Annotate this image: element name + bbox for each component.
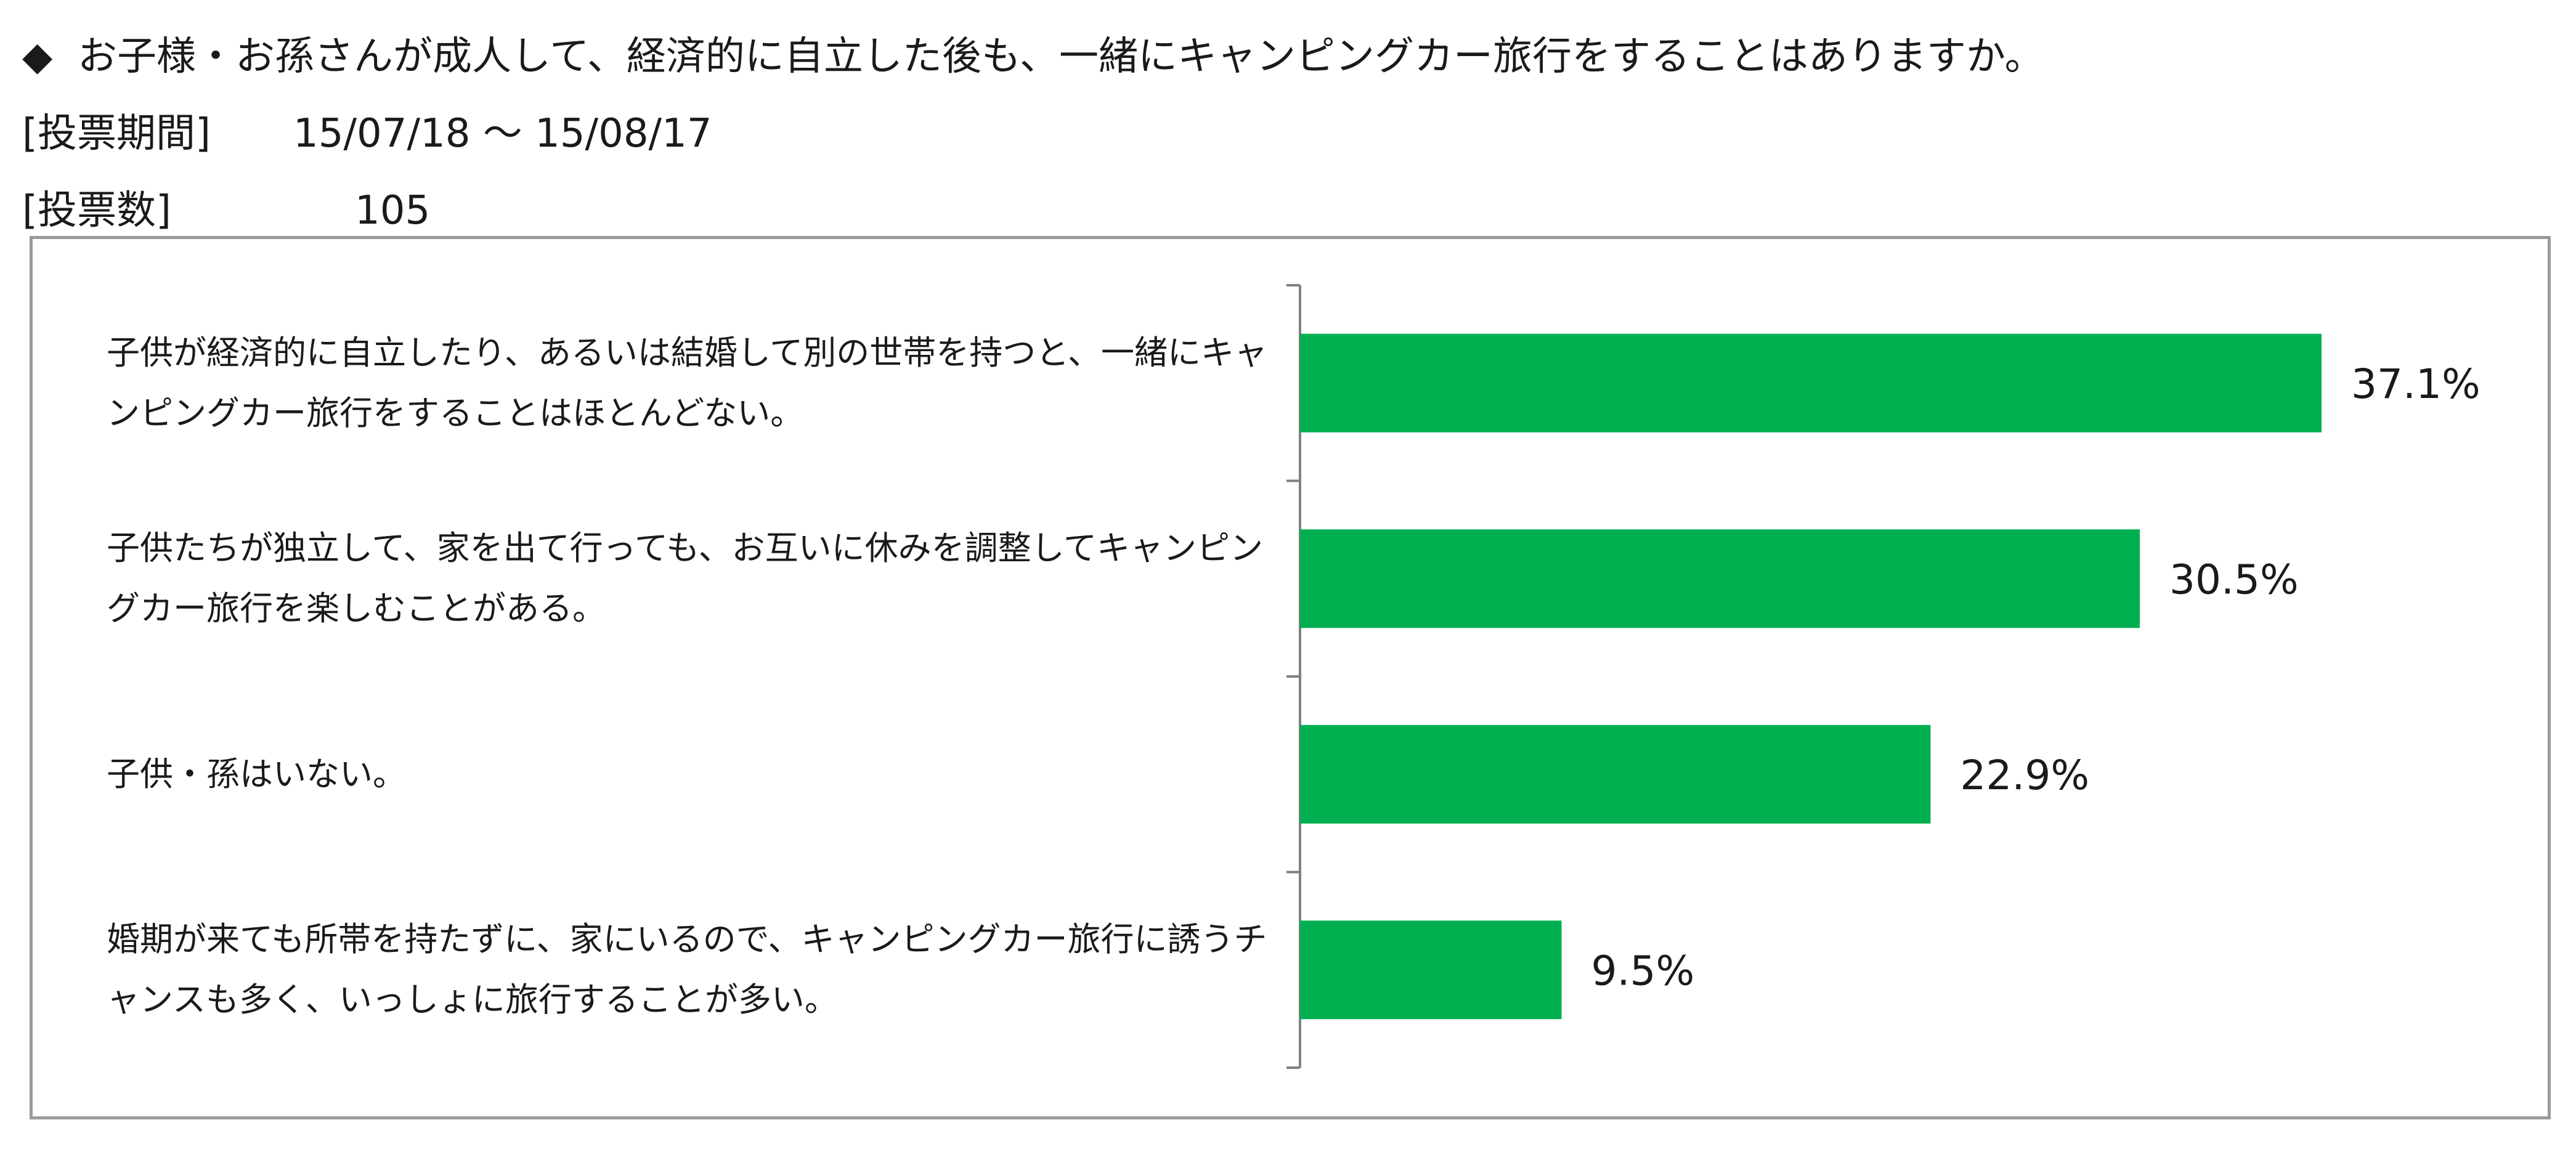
vote-count-label: [投票数] bbox=[22, 188, 171, 233]
category-label: 婚期が来ても所帯を持たずに、家にいるので、キャンピングカー旅行に誘うチャンスも多… bbox=[107, 920, 1267, 1020]
bar bbox=[1300, 529, 2140, 628]
category-label: 子供たちが独立して、家を出て行っても、お互いに休みを調整してキャンピングカー旅行… bbox=[107, 529, 1264, 628]
category-label: 子供・孫はいない。 bbox=[107, 754, 406, 794]
question-title: ◆ お子様・お孫さんが成人して、経済的に自立した後も、一緒にキャンピングカー旅行を… bbox=[22, 18, 2044, 95]
voting-period-value: 15/07/18 ～ 15/08/17 bbox=[293, 111, 712, 156]
vote-count: [投票数] 105 bbox=[22, 173, 2044, 250]
chart-header: ◆ お子様・お孫さんが成人して、経済的に自立した後も、一緒にキャンピングカー旅行を… bbox=[22, 18, 2044, 250]
bar bbox=[1300, 920, 1562, 1020]
data-label: 37.1% bbox=[2351, 360, 2481, 408]
chart-frame: 37.1% 30.5% 22.9% 9.5% 子供が経済的に自立したり、あるいは結婚し… bbox=[30, 236, 2551, 1119]
bar-chart: 37.1% 30.5% 22.9% 9.5% bbox=[1286, 284, 2481, 1069]
vote-count-value: 105 bbox=[355, 188, 431, 233]
question-text: お子様・お孫さんが成人して、経済的に自立した後も、一緒にキャンピングカー旅行をす… bbox=[78, 34, 2044, 79]
data-label: 9.5% bbox=[1591, 947, 1695, 994]
category-label: 子供が経済的に自立したり、あるいは結婚して別の世帯を持つと、一緒にキャンピングカ… bbox=[107, 333, 1268, 432]
bar bbox=[1300, 725, 1931, 824]
data-label: 22.9% bbox=[1960, 752, 2089, 799]
data-label: 30.5% bbox=[2169, 556, 2299, 603]
voting-period-label: [投票期間] bbox=[22, 111, 211, 156]
voting-period: [投票期間] 15/07/18 ～ 15/08/17 bbox=[22, 95, 2044, 173]
bar bbox=[1300, 333, 2322, 432]
diamond-bullet-icon: ◆ bbox=[22, 34, 53, 79]
